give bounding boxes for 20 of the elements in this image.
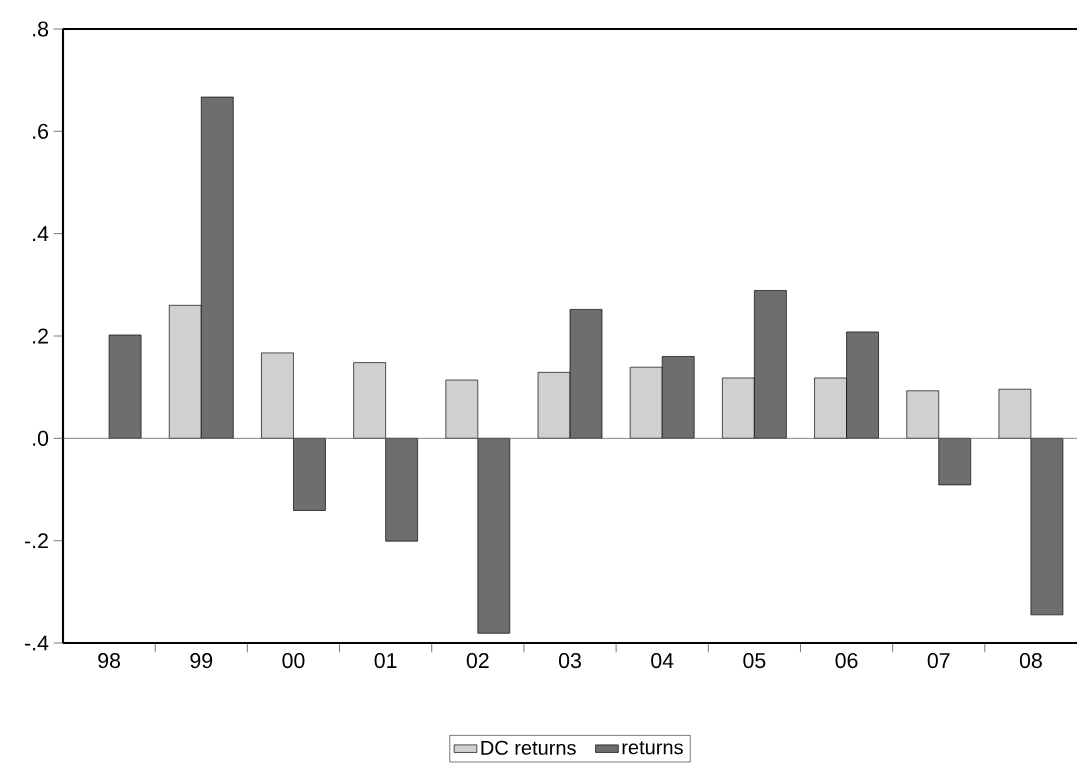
x-tick-label: 01 [374,653,397,669]
legend-label: DC returns [481,740,576,755]
x-tick-label: 07 [927,653,950,669]
y-tick-label: -.2 [25,533,48,549]
y-tick-label: .4 [33,226,49,242]
x-tick-label: 05 [743,653,766,669]
legend-label: returns [622,741,683,755]
y-tick-label: -.4 [25,635,49,651]
x-tick-label: 98 [98,653,121,669]
x-tick-label: 99 [190,653,213,669]
x-tick-label: 03 [558,653,581,669]
x-tick-label: 00 [282,653,305,669]
x-tick-label: 08 [1019,653,1042,669]
x-tick-label: 04 [651,653,674,669]
y-tick-label: .6 [33,123,49,139]
x-tick-label: 02 [466,653,489,669]
x-tick-label: 06 [835,653,858,669]
y-tick-label: .0 [33,430,49,446]
y-tick-label: .2 [33,328,48,344]
y-tick-label: .8 [33,21,49,37]
